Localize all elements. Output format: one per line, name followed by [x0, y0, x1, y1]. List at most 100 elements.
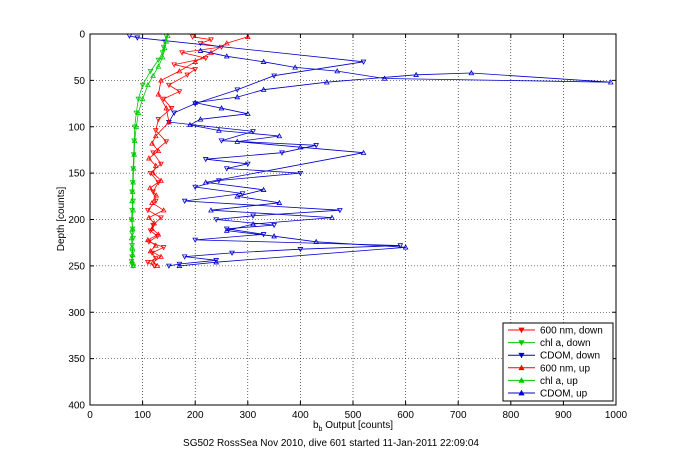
- data-point: [171, 110, 178, 116]
- data-point: [181, 198, 188, 204]
- data-point: [244, 110, 251, 116]
- legend-label: chl a, down: [540, 338, 591, 349]
- data-point: [239, 191, 246, 197]
- y-tick-label: 350: [68, 354, 85, 365]
- data-point: [161, 44, 168, 51]
- data-point: [250, 129, 256, 135]
- data-point: [129, 216, 135, 222]
- data-point: [166, 119, 172, 125]
- data-point: [160, 96, 167, 102]
- data-point: [223, 226, 230, 232]
- data-point: [155, 91, 162, 97]
- data-point: [130, 165, 137, 171]
- data-point: [292, 64, 299, 70]
- data-point: [176, 261, 183, 268]
- data-point: [213, 258, 220, 264]
- data-point: [297, 144, 304, 150]
- data-point: [164, 32, 171, 39]
- data-point: [329, 214, 335, 220]
- data-point: [147, 248, 154, 254]
- legend-label: 600 nm, down: [540, 326, 603, 337]
- data-point: [131, 137, 138, 143]
- data-point: [158, 177, 164, 183]
- data-point: [144, 236, 151, 243]
- series-chl-a-up: [128, 32, 171, 269]
- data-point: [215, 178, 222, 184]
- data-point: [147, 68, 154, 75]
- x-tick-label: 900: [555, 410, 572, 421]
- data-point: [166, 82, 172, 89]
- data-point: [130, 179, 137, 185]
- data-point: [150, 150, 156, 156]
- data-point: [129, 244, 135, 250]
- data-point: [129, 197, 135, 204]
- data-point: [250, 213, 256, 219]
- data-point: [197, 41, 204, 47]
- data-point: [149, 199, 155, 205]
- data-point: [150, 170, 156, 176]
- y-tick-label: 250: [68, 261, 85, 272]
- data-point: [149, 225, 155, 231]
- data-point: [234, 87, 241, 93]
- legend-label: CDOM, up: [540, 389, 588, 400]
- data-point: [155, 117, 162, 123]
- data-point: [197, 47, 204, 53]
- data-point: [152, 128, 159, 134]
- data-point: [297, 170, 304, 177]
- data-point: [276, 133, 283, 139]
- data-point: [146, 214, 152, 220]
- y-axis-label: Depth [counts]: [56, 187, 67, 252]
- data-point: [192, 67, 199, 73]
- data-point: [271, 233, 277, 239]
- data-point: [155, 231, 162, 237]
- data-point: [192, 237, 199, 243]
- data-point: [131, 151, 138, 157]
- data-point: [244, 33, 251, 39]
- data-point: [139, 95, 146, 102]
- data-point: [192, 58, 199, 64]
- data-point: [135, 109, 142, 115]
- data-point: [168, 106, 175, 112]
- data-point: [208, 37, 214, 43]
- x-axis-label-b: b: [313, 420, 319, 431]
- x-tick-label: 700: [450, 410, 467, 421]
- data-point: [213, 259, 220, 265]
- data-point: [223, 166, 230, 172]
- data-point: [187, 121, 193, 128]
- data-point: [161, 39, 168, 45]
- legend-marker: [518, 340, 525, 346]
- series-600-nm-up: [144, 33, 251, 269]
- data-point: [153, 192, 160, 198]
- data-point: [130, 235, 137, 242]
- data-point: [144, 208, 151, 214]
- series-layer: [126, 32, 614, 269]
- data-point: [323, 79, 330, 85]
- data-point: [134, 35, 141, 41]
- data-point: [150, 259, 156, 265]
- data-point: [166, 263, 172, 269]
- data-point: [276, 199, 283, 205]
- data-point: [181, 254, 188, 260]
- data-point: [150, 72, 156, 78]
- x-tick-label: 500: [345, 410, 362, 421]
- data-point: [360, 149, 367, 155]
- data-point: [360, 59, 367, 65]
- data-point: [133, 123, 140, 129]
- data-point: [151, 220, 158, 226]
- data-point: [171, 62, 178, 68]
- y-tick-label: 300: [68, 308, 85, 319]
- data-point: [234, 193, 241, 199]
- data-point: [313, 143, 320, 149]
- data-point: [152, 256, 159, 262]
- data-point: [160, 207, 167, 213]
- x-tick-label: 1000: [605, 410, 628, 421]
- data-point: [149, 140, 155, 146]
- legend-marker: [518, 364, 525, 371]
- data-point: [215, 127, 222, 133]
- legend-label: 600 nm, up: [540, 363, 590, 374]
- x-axis-label-subscript: b: [319, 426, 323, 433]
- data-point: [271, 222, 277, 229]
- y-tick-label: 400: [68, 401, 85, 412]
- data-point: [197, 116, 204, 122]
